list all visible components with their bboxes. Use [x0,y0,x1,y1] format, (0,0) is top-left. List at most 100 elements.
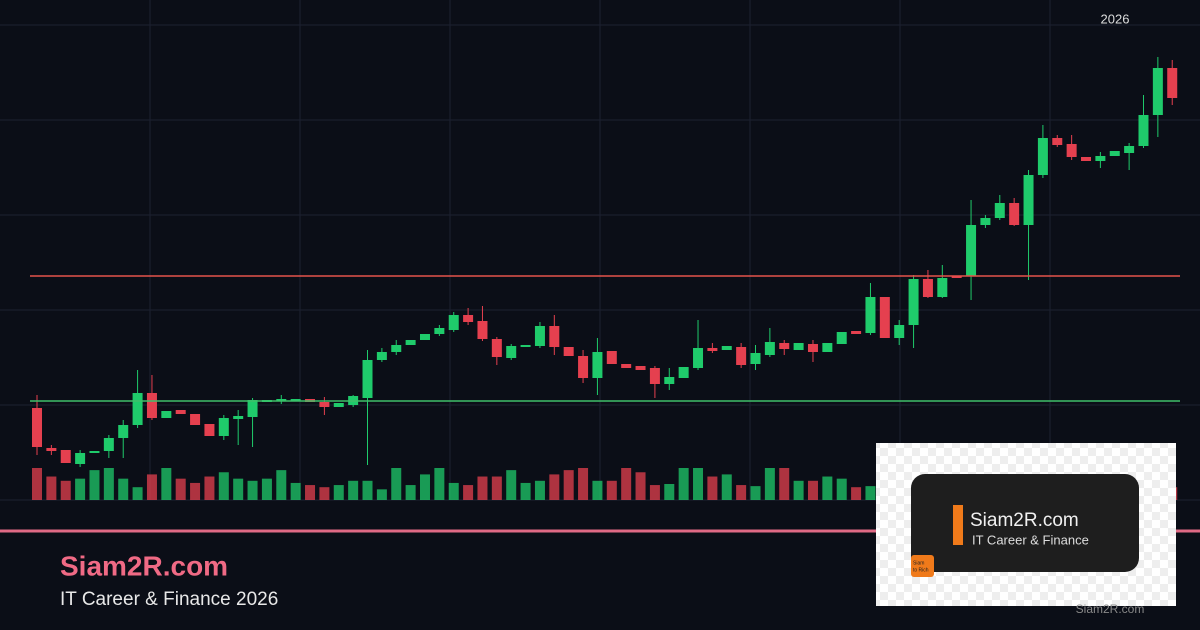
logo-box [911,474,1139,572]
candle-body [865,297,876,333]
volume-bar [736,485,747,500]
candle-body [549,326,560,347]
candle-body [922,279,933,297]
candle-body [190,414,201,425]
candle-body [376,352,387,360]
candle-body [635,366,646,370]
volume-bar [218,472,229,500]
candle-body [75,453,86,464]
candle-body [132,393,143,425]
candle-body [1023,175,1034,225]
volume-bar [578,468,589,500]
candle-body [937,278,948,297]
volume-bar [233,478,244,500]
candle-body [1124,146,1135,153]
candle-body [233,416,244,419]
volume-bar [190,482,201,500]
volume-bar [836,478,847,500]
volume-bar [506,470,517,500]
candle-body [118,425,129,438]
volume-bar [132,487,143,500]
candle-body [980,218,991,225]
candle-body [477,321,488,339]
volume-bar [290,482,301,500]
volume-bar [750,486,761,500]
candle-body [290,399,301,401]
volume-bar [146,474,157,500]
volume-bar [333,485,344,500]
candle-body [563,347,574,356]
logo-subtitle: IT Career & Finance [972,532,1089,547]
volume-bar [707,476,718,500]
candle-body [405,340,416,345]
volume-bar [75,478,86,500]
candle-body [836,332,847,344]
volume-bar [261,478,272,500]
candle-body [46,448,57,451]
candle-body [204,424,215,436]
volume-bar [764,468,775,500]
volume-bar [32,468,42,500]
logo-title: Siam2R.com [970,510,1079,531]
candle-body [807,344,818,352]
volume-bar [376,489,387,500]
volume-bar [46,476,57,500]
brand-title: Siam2R.com [60,550,228,581]
logo-badge [911,555,934,577]
volume-bar [549,474,560,500]
volume-bar [247,480,258,500]
candle-body [362,360,373,398]
candle-body [1167,68,1178,98]
volume-bar [175,478,186,500]
candle-body [1037,138,1048,175]
candle-body [764,342,775,355]
candle-body [606,351,617,364]
volume-bar [118,478,129,500]
candle-body [721,346,732,350]
candle-body [1138,115,1149,146]
volume-bar [807,480,818,500]
volume-bar [477,476,488,500]
volume-bar [563,470,574,500]
volume-bar [534,480,545,500]
logo-bar [953,505,963,545]
badge-line: Siam [913,560,924,566]
candle-body [247,400,258,417]
candle-body [276,399,287,401]
candle-body [319,402,330,407]
candle-body [851,331,862,334]
candle-body [1009,203,1020,225]
badge-line: to Rich [913,567,929,573]
candle-body [1052,138,1063,145]
candle-body [578,356,589,378]
volume-bar [405,485,416,500]
candle-body [779,343,790,349]
candle-body [966,225,977,276]
candle-body [391,345,402,352]
candle-body [448,315,459,330]
volume-bar [305,485,316,500]
watermark: Siam2R.com [1076,602,1145,616]
brand-subtitle: IT Career & Finance 2026 [60,589,278,610]
candle-body [534,326,545,346]
volume-bar [276,470,287,500]
volume-bar [822,476,833,500]
candle-body [1081,157,1092,161]
candle-body [1095,156,1106,161]
candle-body [736,347,747,365]
volume-bar [520,482,531,500]
candle-body [1152,68,1163,115]
volume-bar [448,482,459,500]
volume-bar [103,468,114,500]
candle-body [994,203,1005,218]
candle-body [89,451,100,453]
volume-bar [793,480,804,500]
volume-bar [635,472,646,500]
volume-bar [319,487,330,500]
candle-body [434,328,445,334]
volume-bar [851,487,862,500]
candle-body [664,377,675,384]
candle-body [793,343,804,350]
volume-bar [865,486,876,500]
